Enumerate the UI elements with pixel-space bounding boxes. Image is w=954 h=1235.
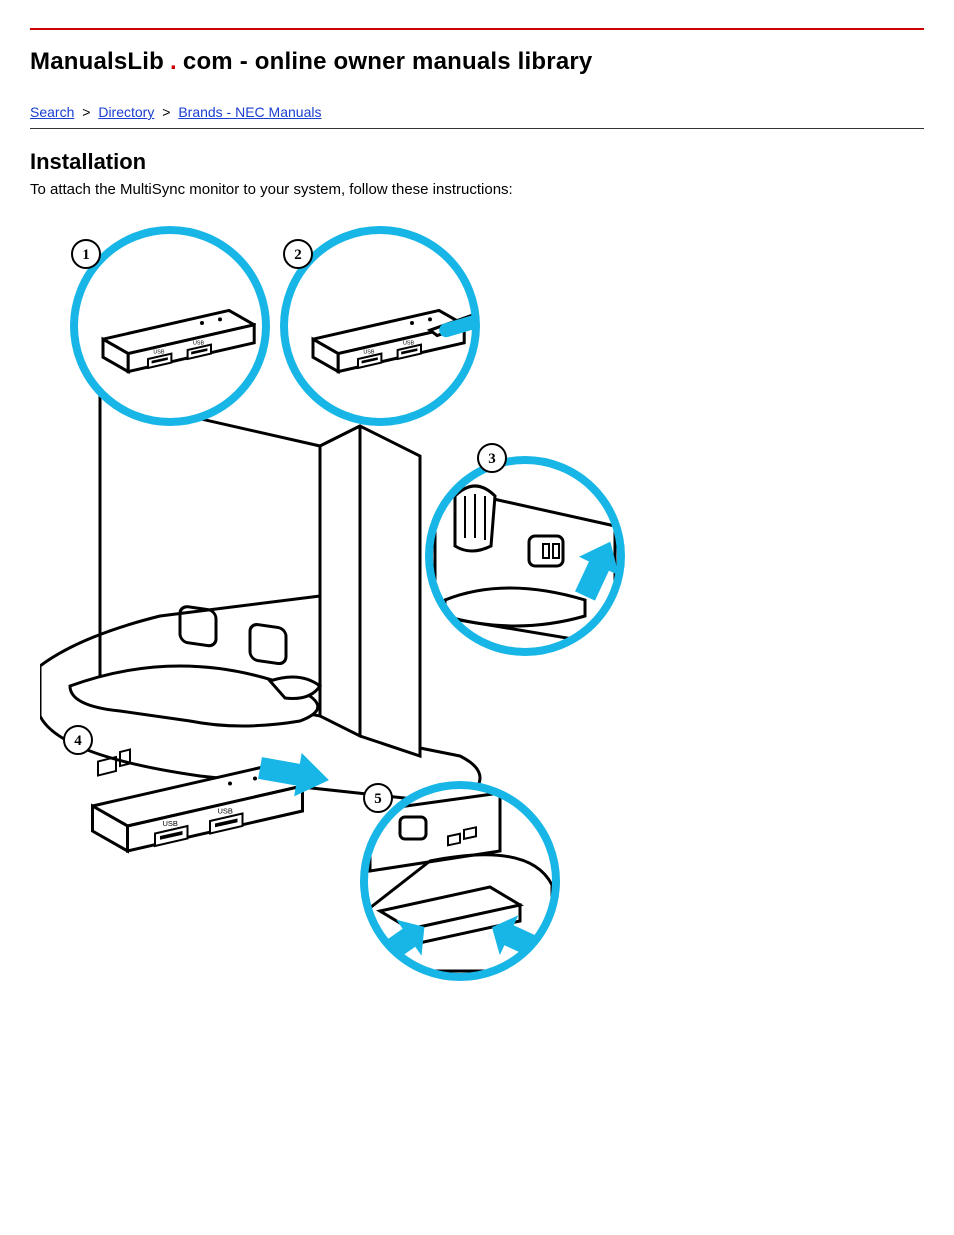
page-root: ManualsLib. com - online owner manuals l…	[0, 0, 954, 1235]
breadcrumbs: Search > Directory > Brands - NEC Manual…	[30, 104, 924, 120]
svg-text:2: 2	[294, 247, 302, 263]
step-badge-5: 5	[364, 784, 392, 812]
title-dot: .	[170, 48, 177, 76]
step-badge-1: 1	[72, 240, 100, 268]
svg-text:USB: USB	[218, 807, 233, 816]
step-2: USB USB	[284, 230, 518, 422]
section-heading: Installation	[30, 149, 924, 175]
svg-text:USB: USB	[403, 341, 414, 347]
svg-text:1: 1	[82, 247, 90, 263]
section-subhead: To attach the MultiSync monitor to your …	[30, 181, 924, 198]
install-diagram: USB USB 1 USB USB 2 3 USB USB 4 5	[40, 216, 660, 1016]
crumb-directory[interactable]: Directory	[98, 104, 154, 120]
title-prefix: ManualsLib	[30, 48, 164, 76]
svg-text:USB: USB	[363, 350, 374, 356]
step-badge-3: 3	[478, 444, 506, 472]
svg-text:4: 4	[74, 733, 82, 749]
thin-rule	[30, 128, 924, 129]
step-badge-2: 2	[284, 240, 312, 268]
svg-text:3: 3	[488, 451, 496, 467]
monitor-body	[40, 396, 480, 804]
svg-text:USB: USB	[193, 341, 204, 347]
crumb-search[interactable]: Search	[30, 104, 74, 120]
svg-text:5: 5	[374, 791, 382, 807]
svg-text:USB: USB	[163, 819, 178, 828]
crumb-sep-1: >	[82, 104, 94, 120]
crumb-brand[interactable]: Brands - NEC Manuals	[178, 104, 321, 120]
title-suffix: com - online owner manuals library	[183, 48, 593, 76]
step-badge-4: 4	[64, 726, 92, 754]
site-title: ManualsLib. com - online owner manuals l…	[30, 48, 924, 76]
svg-text:USB: USB	[153, 350, 164, 356]
top-rule	[30, 28, 924, 30]
crumb-sep-2: >	[162, 104, 174, 120]
